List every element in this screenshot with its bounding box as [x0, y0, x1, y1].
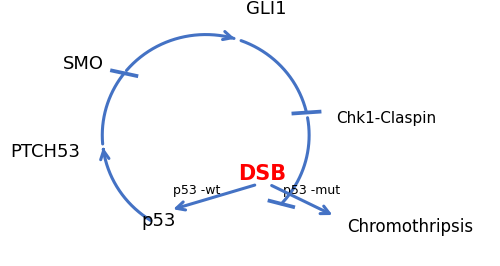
Text: DSB: DSB [238, 164, 286, 185]
Text: p53 -mut: p53 -mut [283, 184, 340, 197]
Text: p53: p53 [142, 212, 176, 230]
Text: Chk1-Claspin: Chk1-Claspin [336, 111, 436, 126]
Text: Chromothripsis: Chromothripsis [346, 218, 473, 236]
Text: p53 -wt: p53 -wt [172, 184, 220, 197]
Text: PTCH53: PTCH53 [10, 143, 80, 161]
Text: GLI1: GLI1 [246, 1, 287, 18]
Text: SMO: SMO [64, 55, 104, 73]
